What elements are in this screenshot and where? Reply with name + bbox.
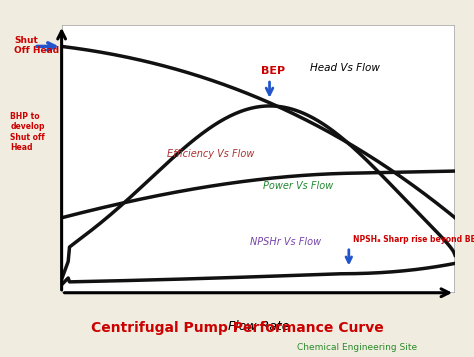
Text: Chemical Engineering Site: Chemical Engineering Site xyxy=(297,343,417,352)
Text: Centrifugal Pump Performance Curve: Centrifugal Pump Performance Curve xyxy=(91,321,383,335)
Text: NPSHₐ Sharp rise beyond BEP: NPSHₐ Sharp rise beyond BEP xyxy=(353,235,474,244)
Text: Power Vs Flow: Power Vs Flow xyxy=(263,181,333,191)
Text: BHP to
develop
Shut off
Head: BHP to develop Shut off Head xyxy=(10,112,45,152)
Text: Shut
Off Head: Shut Off Head xyxy=(14,36,60,55)
Text: Head Vs Flow: Head Vs Flow xyxy=(310,63,380,73)
Text: Efficiency Vs Flow: Efficiency Vs Flow xyxy=(167,149,255,159)
Text: BEP: BEP xyxy=(261,66,285,76)
Text: Flow Rate: Flow Rate xyxy=(228,320,289,332)
Text: NPSHr Vs Flow: NPSHr Vs Flow xyxy=(250,237,321,247)
